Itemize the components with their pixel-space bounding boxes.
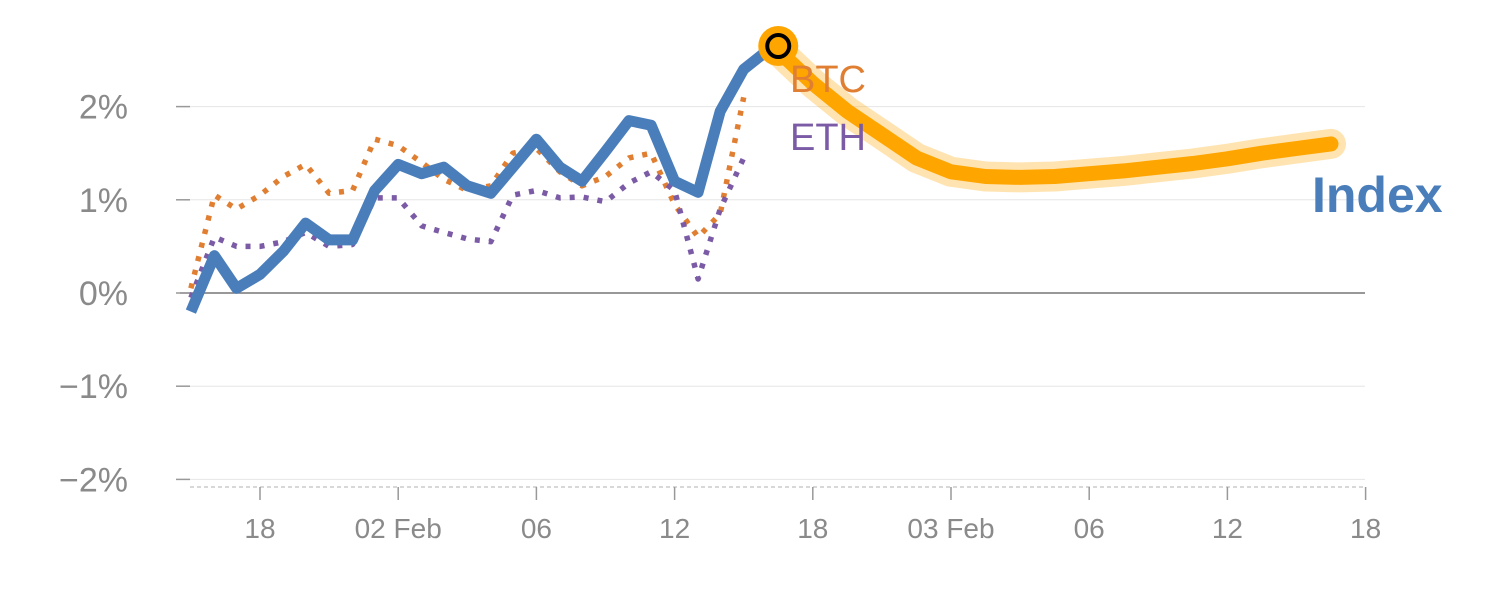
x-tick-label: 12 [1212,513,1243,544]
series-label-eth: ETH [790,117,866,159]
y-tick-label: 1% [79,182,128,220]
y-tick-label: 0% [79,275,128,313]
series-label-index: Index [1312,167,1443,223]
x-tick-label: 18 [797,513,828,544]
y-tick-label: 2% [79,89,128,127]
y-tick-label: −2% [59,461,128,499]
series-line-index [185,40,781,314]
forecast-line [770,43,1339,185]
x-tick-label: 12 [659,513,690,544]
latest-point-marker [765,33,792,60]
x-tick-label: 18 [244,513,275,544]
x-tick-label: 18 [1350,513,1381,544]
axis-layer: 2% 1% 0% −1% −2% 18 02 Feb 06 12 18 03 Feb 06 12 18 [59,89,1381,544]
x-tick-label: 06 [1074,513,1105,544]
grid-layer [180,106,1365,480]
x-tick-label: 02 Feb [355,513,442,544]
marker-layer [758,26,799,67]
x-tick-label: 03 Feb [907,513,994,544]
x-tick-label: 06 [521,513,552,544]
series-layer [185,35,1346,314]
series-label-btc: BTC [790,59,866,101]
y-tick-label: −1% [59,368,128,406]
label-layer: BTC ETH Index [790,59,1443,223]
